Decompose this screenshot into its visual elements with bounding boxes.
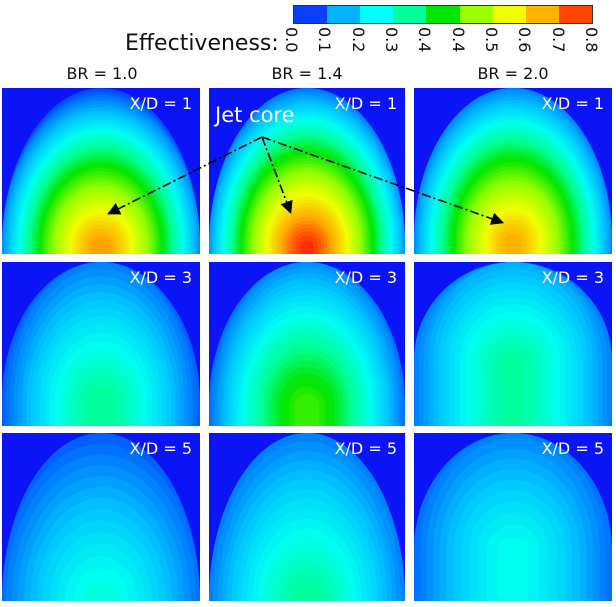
arrow-to-br1.4 [261, 136, 293, 214]
position-label: X/D = 1 [541, 94, 604, 113]
jet-core-annotation: Jet core [215, 103, 295, 127]
arrow-to-br1.0 [107, 136, 263, 215]
colorbar-label: Effectiveness: [125, 31, 279, 56]
position-label: X/D = 1 [129, 94, 192, 113]
colorbar-segment [393, 6, 427, 23]
contour-panel-r2-c2: X/D = 3 [209, 262, 405, 426]
colorbar-segment [426, 6, 460, 23]
contour-panel-r1-c1: X/D = 1 [2, 88, 200, 254]
contour-level [82, 581, 120, 601]
contour-panel-r3-c3: X/D = 5 [414, 433, 612, 601]
position-label: X/D = 3 [129, 268, 192, 287]
column-title-br-1.0: BR = 1.0 [66, 64, 138, 83]
contour-panel-r2-c3: X/D = 3 [414, 262, 612, 426]
position-label: X/D = 5 [541, 439, 604, 458]
contour-panel-r3-c2: X/D = 5 [209, 433, 405, 601]
contour-level [497, 537, 529, 601]
column-title-br-1.4: BR = 1.4 [271, 64, 343, 83]
column-title-br-2.0: BR = 2.0 [477, 64, 549, 83]
position-label: X/D = 5 [334, 439, 397, 458]
contour-panel-r3-c1: X/D = 5 [2, 433, 200, 601]
contour-level [504, 233, 522, 254]
contour-level [294, 394, 320, 426]
contour-panel-r1-c3: X/D = 1 [414, 88, 612, 254]
colorbar-segment [492, 6, 526, 23]
contour-panel-r1-c2: X/D = 1 [209, 88, 405, 254]
contour-level [91, 236, 111, 254]
position-label: X/D = 5 [129, 439, 192, 458]
colorbar-segment [558, 6, 592, 23]
position-label: X/D = 3 [541, 268, 604, 287]
contour-level [86, 386, 116, 426]
position-label: X/D = 3 [334, 268, 397, 287]
colorbar [293, 5, 593, 24]
position-label: X/D = 1 [334, 94, 397, 113]
colorbar-segment [327, 6, 361, 23]
colorbar-segment [459, 6, 493, 23]
colorbar-segment [294, 6, 328, 23]
contour-level [300, 239, 314, 254]
colorbar-segment [360, 6, 394, 23]
contour-level [291, 583, 323, 601]
arrow-to-br2.0 [261, 136, 505, 225]
colorbar-segment [525, 6, 559, 23]
contour-panel-r2-c1: X/D = 3 [2, 262, 200, 426]
contour-level [503, 353, 523, 426]
